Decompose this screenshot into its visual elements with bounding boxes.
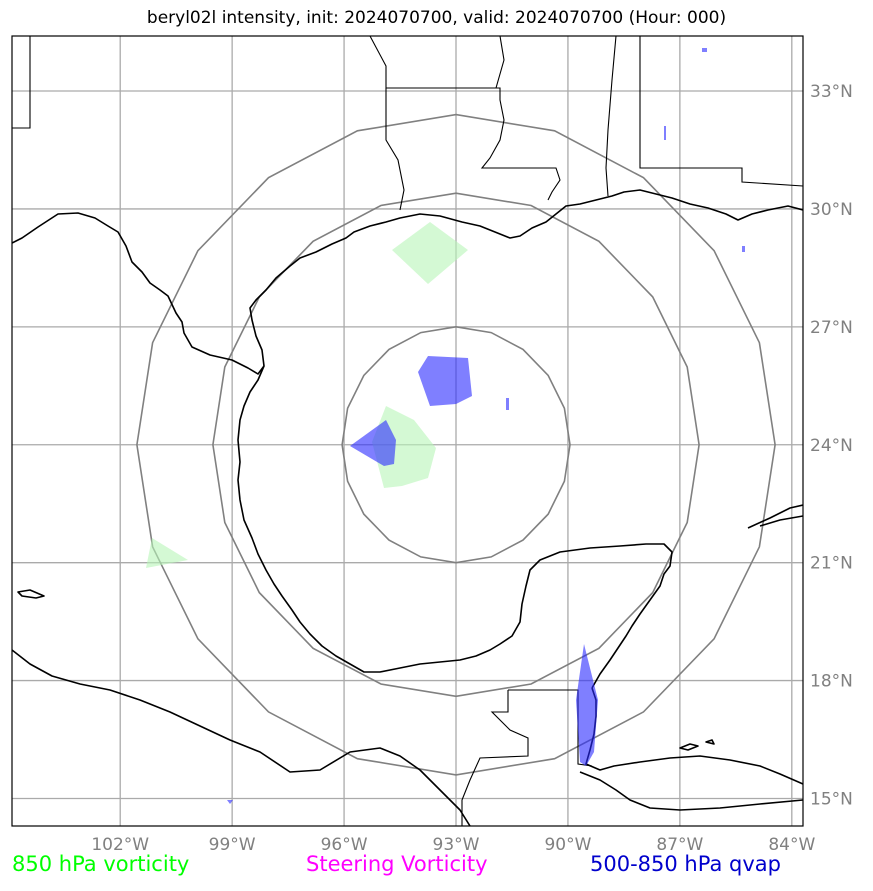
map-frame [11, 35, 804, 827]
borders [12, 36, 803, 826]
lon-tick-label: 90°W [544, 835, 591, 855]
lat-tick-label: 18°N [810, 672, 853, 692]
lon-tick-label: 93°W [433, 835, 480, 855]
lat-tick-label: 27°N [810, 318, 853, 338]
range-ring [136, 113, 776, 776]
legend-qvap: 500-850 hPa qvap [590, 852, 781, 876]
coastlines [12, 189, 803, 826]
lon-tick-label: 96°W [321, 835, 368, 855]
lon-tick-label: 99°W [209, 835, 256, 855]
vorticity-850-shading [146, 222, 468, 568]
lat-tick-label: 21°N [810, 554, 853, 574]
lon-tick-label: 84°W [768, 835, 815, 855]
range-ring [341, 325, 571, 564]
latitude-tick-labels: 15°N 18°N 21°N 24°N 27°N 30°N 33°N [810, 82, 853, 809]
lon-tick-label: 102°W [91, 835, 149, 855]
gridlines [12, 36, 803, 826]
range-rings [136, 113, 776, 776]
longitude-tick-labels: 102°W 99°W 96°W 93°W 90°W 87°W 84°W [91, 835, 815, 855]
plot-title: beryl02l intensity, init: 2024070700, va… [146, 8, 727, 28]
lat-tick-label: 33°N [810, 82, 853, 102]
qvap-shading [227, 48, 745, 804]
lat-tick-label: 15°N [810, 789, 853, 809]
lat-tick-label: 24°N [810, 436, 853, 456]
legend-steering-vorticity: Steering Vorticity [306, 852, 488, 876]
range-ring [212, 192, 700, 698]
legend-850hpa-vorticity: 850 hPa vorticity [12, 852, 190, 876]
lon-tick-label: 87°W [656, 835, 703, 855]
lat-tick-label: 30°N [810, 200, 853, 220]
